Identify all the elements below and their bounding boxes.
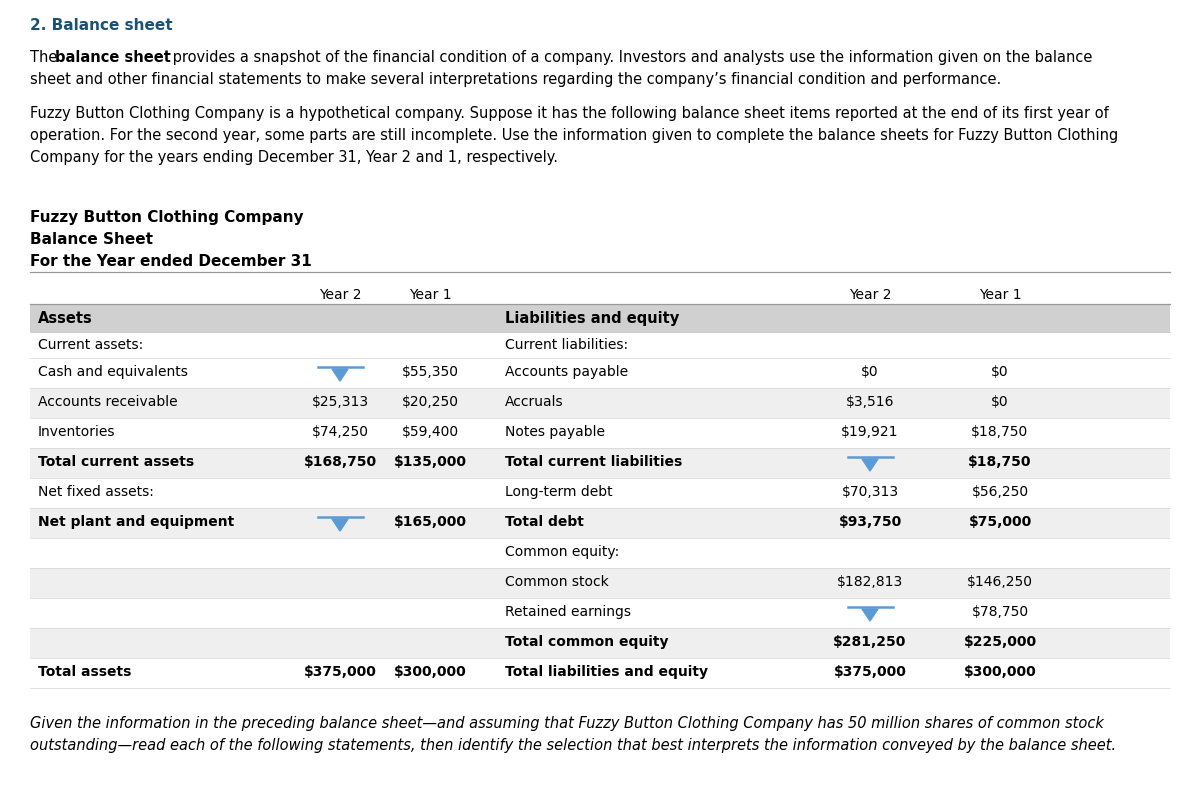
Text: Year 1: Year 1 [979,288,1021,302]
Text: $78,750: $78,750 [972,605,1028,619]
Text: $0: $0 [862,365,878,379]
Text: $146,250: $146,250 [967,575,1033,589]
Bar [30,658,1170,688]
Text: $59,400: $59,400 [402,425,458,439]
Bar [30,358,1170,388]
Text: balance sheet: balance sheet [55,50,170,65]
Text: $0: $0 [991,395,1009,409]
Text: 2. Balance sheet: 2. Balance sheet [30,18,173,33]
Text: $55,350: $55,350 [402,365,458,379]
Text: Inventories: Inventories [38,425,115,439]
Text: outstanding—read each of the following statements, then identify the selection t: outstanding—read each of the following s… [30,738,1116,753]
Text: Accounts receivable: Accounts receivable [38,395,178,409]
Bar [30,448,1170,478]
Text: $18,750: $18,750 [971,425,1028,439]
Text: $18,750: $18,750 [968,455,1032,469]
Text: For the Year ended December 31: For the Year ended December 31 [30,254,312,269]
Text: Total assets: Total assets [38,665,131,679]
Text: $56,250: $56,250 [972,485,1028,499]
Bar [30,508,1170,538]
Text: $300,000: $300,000 [964,665,1037,679]
Text: $74,250: $74,250 [312,425,368,439]
Text: Common stock: Common stock [505,575,608,589]
Text: Accruals: Accruals [505,395,564,409]
Text: Total debt: Total debt [505,515,584,529]
Text: Cash and equivalents: Cash and equivalents [38,365,188,379]
Text: Current liabilities:: Current liabilities: [505,338,628,352]
Text: Long-term debt: Long-term debt [505,485,613,499]
Text: sheet and other financial statements to make several interpretations regarding t: sheet and other financial statements to … [30,72,1001,87]
Text: $19,921: $19,921 [841,425,899,439]
Polygon shape [332,369,348,381]
Text: The: The [30,50,62,65]
Text: $135,000: $135,000 [394,455,467,469]
Text: Fuzzy Button Clothing Company is a hypothetical company. Suppose it has the foll: Fuzzy Button Clothing Company is a hypot… [30,106,1109,121]
Text: $182,813: $182,813 [836,575,904,589]
Bar [30,628,1170,658]
Text: Liabilities and equity: Liabilities and equity [505,311,679,326]
Text: Assets: Assets [38,311,92,326]
Text: Total current liabilities: Total current liabilities [505,455,683,469]
Text: $165,000: $165,000 [394,515,467,529]
Text: Fuzzy Button Clothing Company: Fuzzy Button Clothing Company [30,210,304,225]
Text: Net plant and equipment: Net plant and equipment [38,515,234,529]
Text: Accounts payable: Accounts payable [505,365,628,379]
Bar [30,418,1170,448]
Text: Company for the years ending December 31, Year 2 and 1, respectively.: Company for the years ending December 31… [30,150,558,165]
Polygon shape [332,519,348,531]
Text: $25,313: $25,313 [312,395,368,409]
Text: $3,516: $3,516 [846,395,894,409]
Text: operation. For the second year, some parts are still incomplete. Use the informa: operation. For the second year, some par… [30,128,1118,143]
Text: Net fixed assets:: Net fixed assets: [38,485,154,499]
Text: provides a snapshot of the financial condition of a company. Investors and analy: provides a snapshot of the financial con… [168,50,1092,65]
Text: Total common equity: Total common equity [505,635,668,649]
Text: $225,000: $225,000 [964,635,1037,649]
Bar [30,304,1170,332]
Text: Common equity:: Common equity: [505,545,619,559]
Bar [30,598,1170,628]
Text: Retained earnings: Retained earnings [505,605,631,619]
Text: Year 1: Year 1 [409,288,451,302]
Text: $20,250: $20,250 [402,395,458,409]
Text: $375,000: $375,000 [304,665,377,679]
Text: Year 2: Year 2 [319,288,361,302]
Text: Balance Sheet: Balance Sheet [30,232,154,247]
Text: $70,313: $70,313 [841,485,899,499]
Bar [30,388,1170,418]
Text: Year 2: Year 2 [848,288,892,302]
Text: Current assets:: Current assets: [38,338,143,352]
Text: $75,000: $75,000 [968,515,1032,529]
Polygon shape [862,459,878,471]
Polygon shape [862,609,878,621]
Text: Given the information in the preceding balance sheet—and assuming that Fuzzy But: Given the information in the preceding b… [30,716,1104,731]
Text: $168,750: $168,750 [304,455,377,469]
Bar [30,332,1170,358]
Text: Notes payable: Notes payable [505,425,605,439]
Text: $93,750: $93,750 [839,515,901,529]
Bar [30,538,1170,568]
Text: $300,000: $300,000 [394,665,467,679]
Text: $0: $0 [991,365,1009,379]
Text: Total liabilities and equity: Total liabilities and equity [505,665,708,679]
Bar [30,568,1170,598]
Text: Total current assets: Total current assets [38,455,194,469]
Text: $281,250: $281,250 [833,635,907,649]
Text: $375,000: $375,000 [834,665,906,679]
Bar [30,478,1170,508]
